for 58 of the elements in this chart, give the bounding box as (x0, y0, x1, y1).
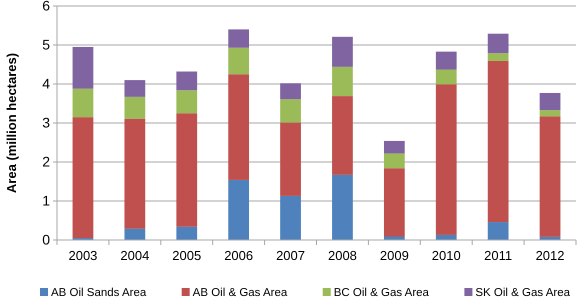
bar (124, 118, 146, 229)
bar (280, 122, 301, 196)
bar (384, 140, 405, 154)
x-tick-label: 2010 (432, 248, 461, 263)
bar (540, 110, 560, 116)
y-tick-label: 3 (42, 114, 50, 130)
bar (176, 72, 198, 90)
bar (72, 88, 94, 118)
bar (488, 222, 509, 240)
bar (488, 34, 509, 54)
y-tick-label: 1 (42, 192, 50, 208)
bar (488, 60, 509, 222)
bar (332, 36, 353, 67)
legend-label: BC Oil & Gas Area (334, 287, 430, 299)
bar (332, 66, 353, 96)
x-tick-label: 2005 (172, 248, 202, 263)
x-tick-label: 2003 (68, 248, 98, 263)
bar (436, 70, 457, 84)
bar (176, 226, 198, 240)
legend-label: AB Oil & Gas Area (192, 287, 288, 299)
bar (280, 83, 301, 100)
bar (280, 99, 301, 123)
bar (72, 117, 94, 238)
bar (540, 92, 560, 110)
y-tick-label: 2 (42, 153, 50, 170)
bar (332, 174, 353, 240)
bar (488, 53, 509, 61)
bar (436, 52, 457, 70)
bar (280, 196, 301, 240)
bar (436, 84, 457, 235)
x-tick-label: 2007 (276, 248, 306, 263)
bar (228, 48, 250, 74)
legend-label: SK Oil & Gas Area (475, 287, 571, 299)
bar (124, 96, 146, 119)
bar (384, 153, 405, 168)
bar (228, 74, 250, 180)
x-tick-label: 2012 (536, 248, 565, 263)
x-tick-label: 2008 (328, 248, 357, 263)
y-tick-label: 5 (42, 36, 50, 52)
x-tick-label: 2006 (224, 248, 254, 263)
bar (332, 96, 353, 175)
y-tick-label: 6 (42, 0, 50, 14)
bar (176, 90, 198, 114)
bar (228, 180, 250, 240)
legend-label: AB Oil Sands Area (51, 287, 147, 299)
x-tick-label: 2004 (120, 248, 150, 263)
bar (72, 46, 94, 89)
bar (540, 116, 560, 237)
y-tick-label: 4 (42, 75, 50, 92)
y-tick-label: 0 (42, 231, 50, 248)
bar (176, 113, 198, 227)
bar (228, 29, 250, 48)
x-tick-label: 2011 (484, 248, 512, 263)
y-axis-title: Area (million hectares) (4, 52, 19, 194)
x-tick-label: 2009 (380, 248, 409, 263)
bar (124, 80, 146, 97)
bar (384, 168, 405, 236)
bar (124, 228, 146, 240)
